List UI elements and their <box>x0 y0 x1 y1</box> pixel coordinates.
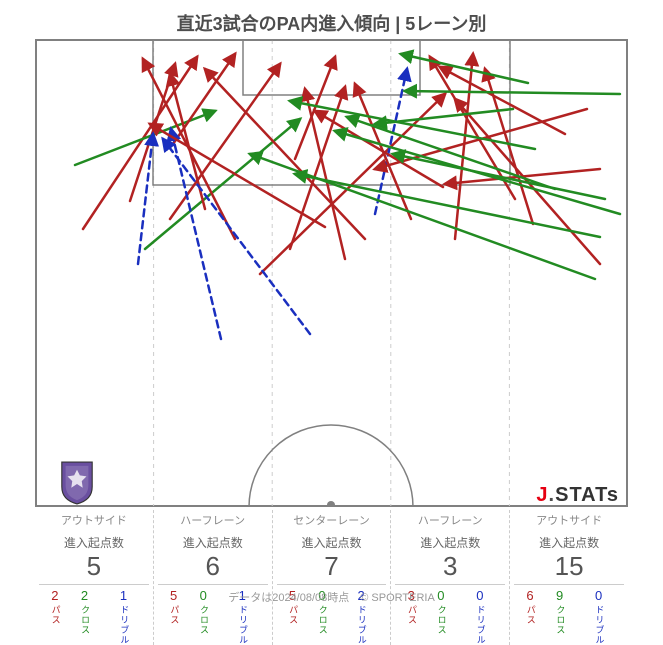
lane-stat-header: 進入起点数 <box>273 534 391 551</box>
lane-total: 15 <box>514 551 624 585</box>
lane-stat-header: 進入起点数 <box>510 534 628 551</box>
lane-column: センターレーン進入起点数75パス0クロス2ドリブル <box>272 510 391 645</box>
lane-zone-name: アウトサイド <box>510 510 628 534</box>
lane-cross-label: クロス <box>436 605 445 635</box>
lane-stats-row: アウトサイド進入起点数52パス2クロス1ドリブルハーフレーン進入起点数65パス0… <box>35 510 628 645</box>
team-crest <box>58 460 96 506</box>
lane-zone-name: アウトサイド <box>35 510 153 534</box>
lane-total: 3 <box>395 551 505 585</box>
lane-total: 7 <box>277 551 387 585</box>
lane-stat-header: 進入起点数 <box>391 534 509 551</box>
lane-pass-label: パス <box>169 605 178 625</box>
lane-cross-label: クロス <box>555 605 564 635</box>
chart-title: 直近3試合のPA内進入傾向 | 5レーン別 <box>0 0 663 36</box>
lane-stat-header: 進入起点数 <box>35 534 153 551</box>
lane-total: 6 <box>158 551 268 585</box>
lane-column: ハーフレーン進入起点数33パス0クロス0ドリブル <box>390 510 509 645</box>
lane-column: アウトサイド進入起点数156パス9クロス0ドリブル <box>509 510 628 645</box>
lane-pass-label: パス <box>407 605 416 625</box>
pitch-svg <box>35 39 628 507</box>
footer-text: データは2024/08/08時点 © SPORTERIA <box>0 589 663 605</box>
lane-pass-label: パス <box>50 605 59 625</box>
brand-s: STATs <box>555 484 619 506</box>
lane-cross-label: クロス <box>80 605 89 635</box>
lane-pass-label: パス <box>525 605 534 625</box>
brand-j: J <box>536 484 548 506</box>
lane-column: アウトサイド進入起点数52パス2クロス1ドリブル <box>35 510 153 645</box>
lane-zone-name: ハーフレーン <box>391 510 509 534</box>
lane-pass-label: パス <box>288 605 297 625</box>
lane-stat-header: 進入起点数 <box>154 534 272 551</box>
lane-zone-name: センターレーン <box>273 510 391 534</box>
lane-column: ハーフレーン進入起点数65パス0クロス1ドリブル <box>153 510 272 645</box>
stats-brand: J.STATs <box>536 484 619 507</box>
lane-zone-name: ハーフレーン <box>154 510 272 534</box>
lane-cross-label: クロス <box>317 605 326 635</box>
lane-total: 5 <box>39 551 149 585</box>
lane-cross-label: クロス <box>199 605 208 635</box>
